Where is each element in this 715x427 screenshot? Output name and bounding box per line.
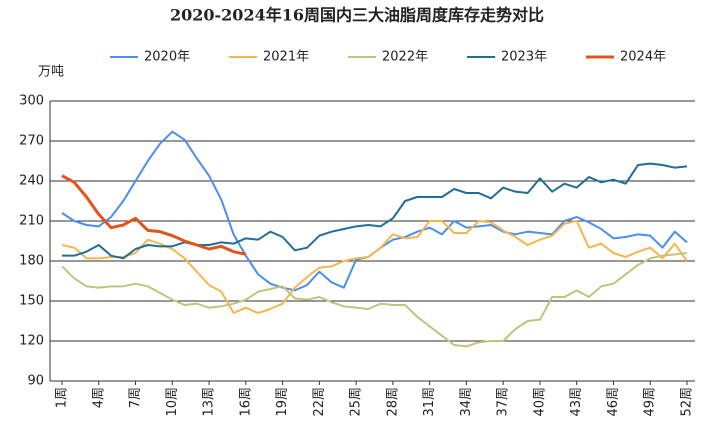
y-axis-label: 万吨 (38, 65, 64, 80)
x-tick-label: 52周 (680, 387, 695, 417)
legend-label: 2023年 (501, 50, 547, 65)
chart-title: 2020-2024年16周国内三大油脂周度库存走势对比 (170, 6, 544, 25)
series-line (62, 162, 688, 260)
legend-label: 2020年 (144, 50, 190, 65)
x-tick-label: 34周 (459, 387, 474, 417)
legend-label: 2024年 (620, 50, 666, 65)
x-tick-label: 10周 (165, 387, 180, 417)
x-tick-label: 7周 (128, 387, 143, 408)
x-tick-label: 49周 (643, 387, 658, 417)
x-tick-label: 19周 (275, 387, 290, 417)
series-line (61, 130, 688, 292)
legend-label: 2022年 (382, 50, 428, 65)
x-tick-label: 1周 (55, 387, 70, 408)
y-tick-label: 120 (19, 334, 44, 349)
x-tick-label: 46周 (606, 387, 621, 417)
x-tick-label: 4周 (91, 387, 106, 408)
x-tick-label: 40周 (532, 387, 547, 417)
y-tick-label: 300 (19, 94, 44, 109)
x-tick-label: 37周 (496, 387, 511, 417)
y-tick-label: 150 (19, 294, 44, 309)
y-tick-label: 210 (19, 214, 44, 229)
x-tick-label: 22周 (312, 387, 327, 417)
x-tick-label: 28周 (385, 387, 400, 417)
series-line (61, 252, 688, 348)
y-tick-label: 240 (19, 174, 44, 189)
x-tick-label: 43周 (569, 387, 584, 417)
y-tick-label: 90 (27, 374, 44, 389)
x-tick-label: 25周 (349, 387, 364, 417)
legend-label: 2021年 (263, 50, 309, 65)
x-tick-label: 16周 (238, 387, 253, 417)
x-tick-label: 13周 (202, 387, 217, 417)
y-tick-label: 270 (19, 134, 44, 149)
x-tick-label: 31周 (422, 387, 437, 417)
series-line (61, 174, 247, 256)
series-line (61, 220, 688, 314)
y-tick-label: 180 (19, 254, 44, 269)
